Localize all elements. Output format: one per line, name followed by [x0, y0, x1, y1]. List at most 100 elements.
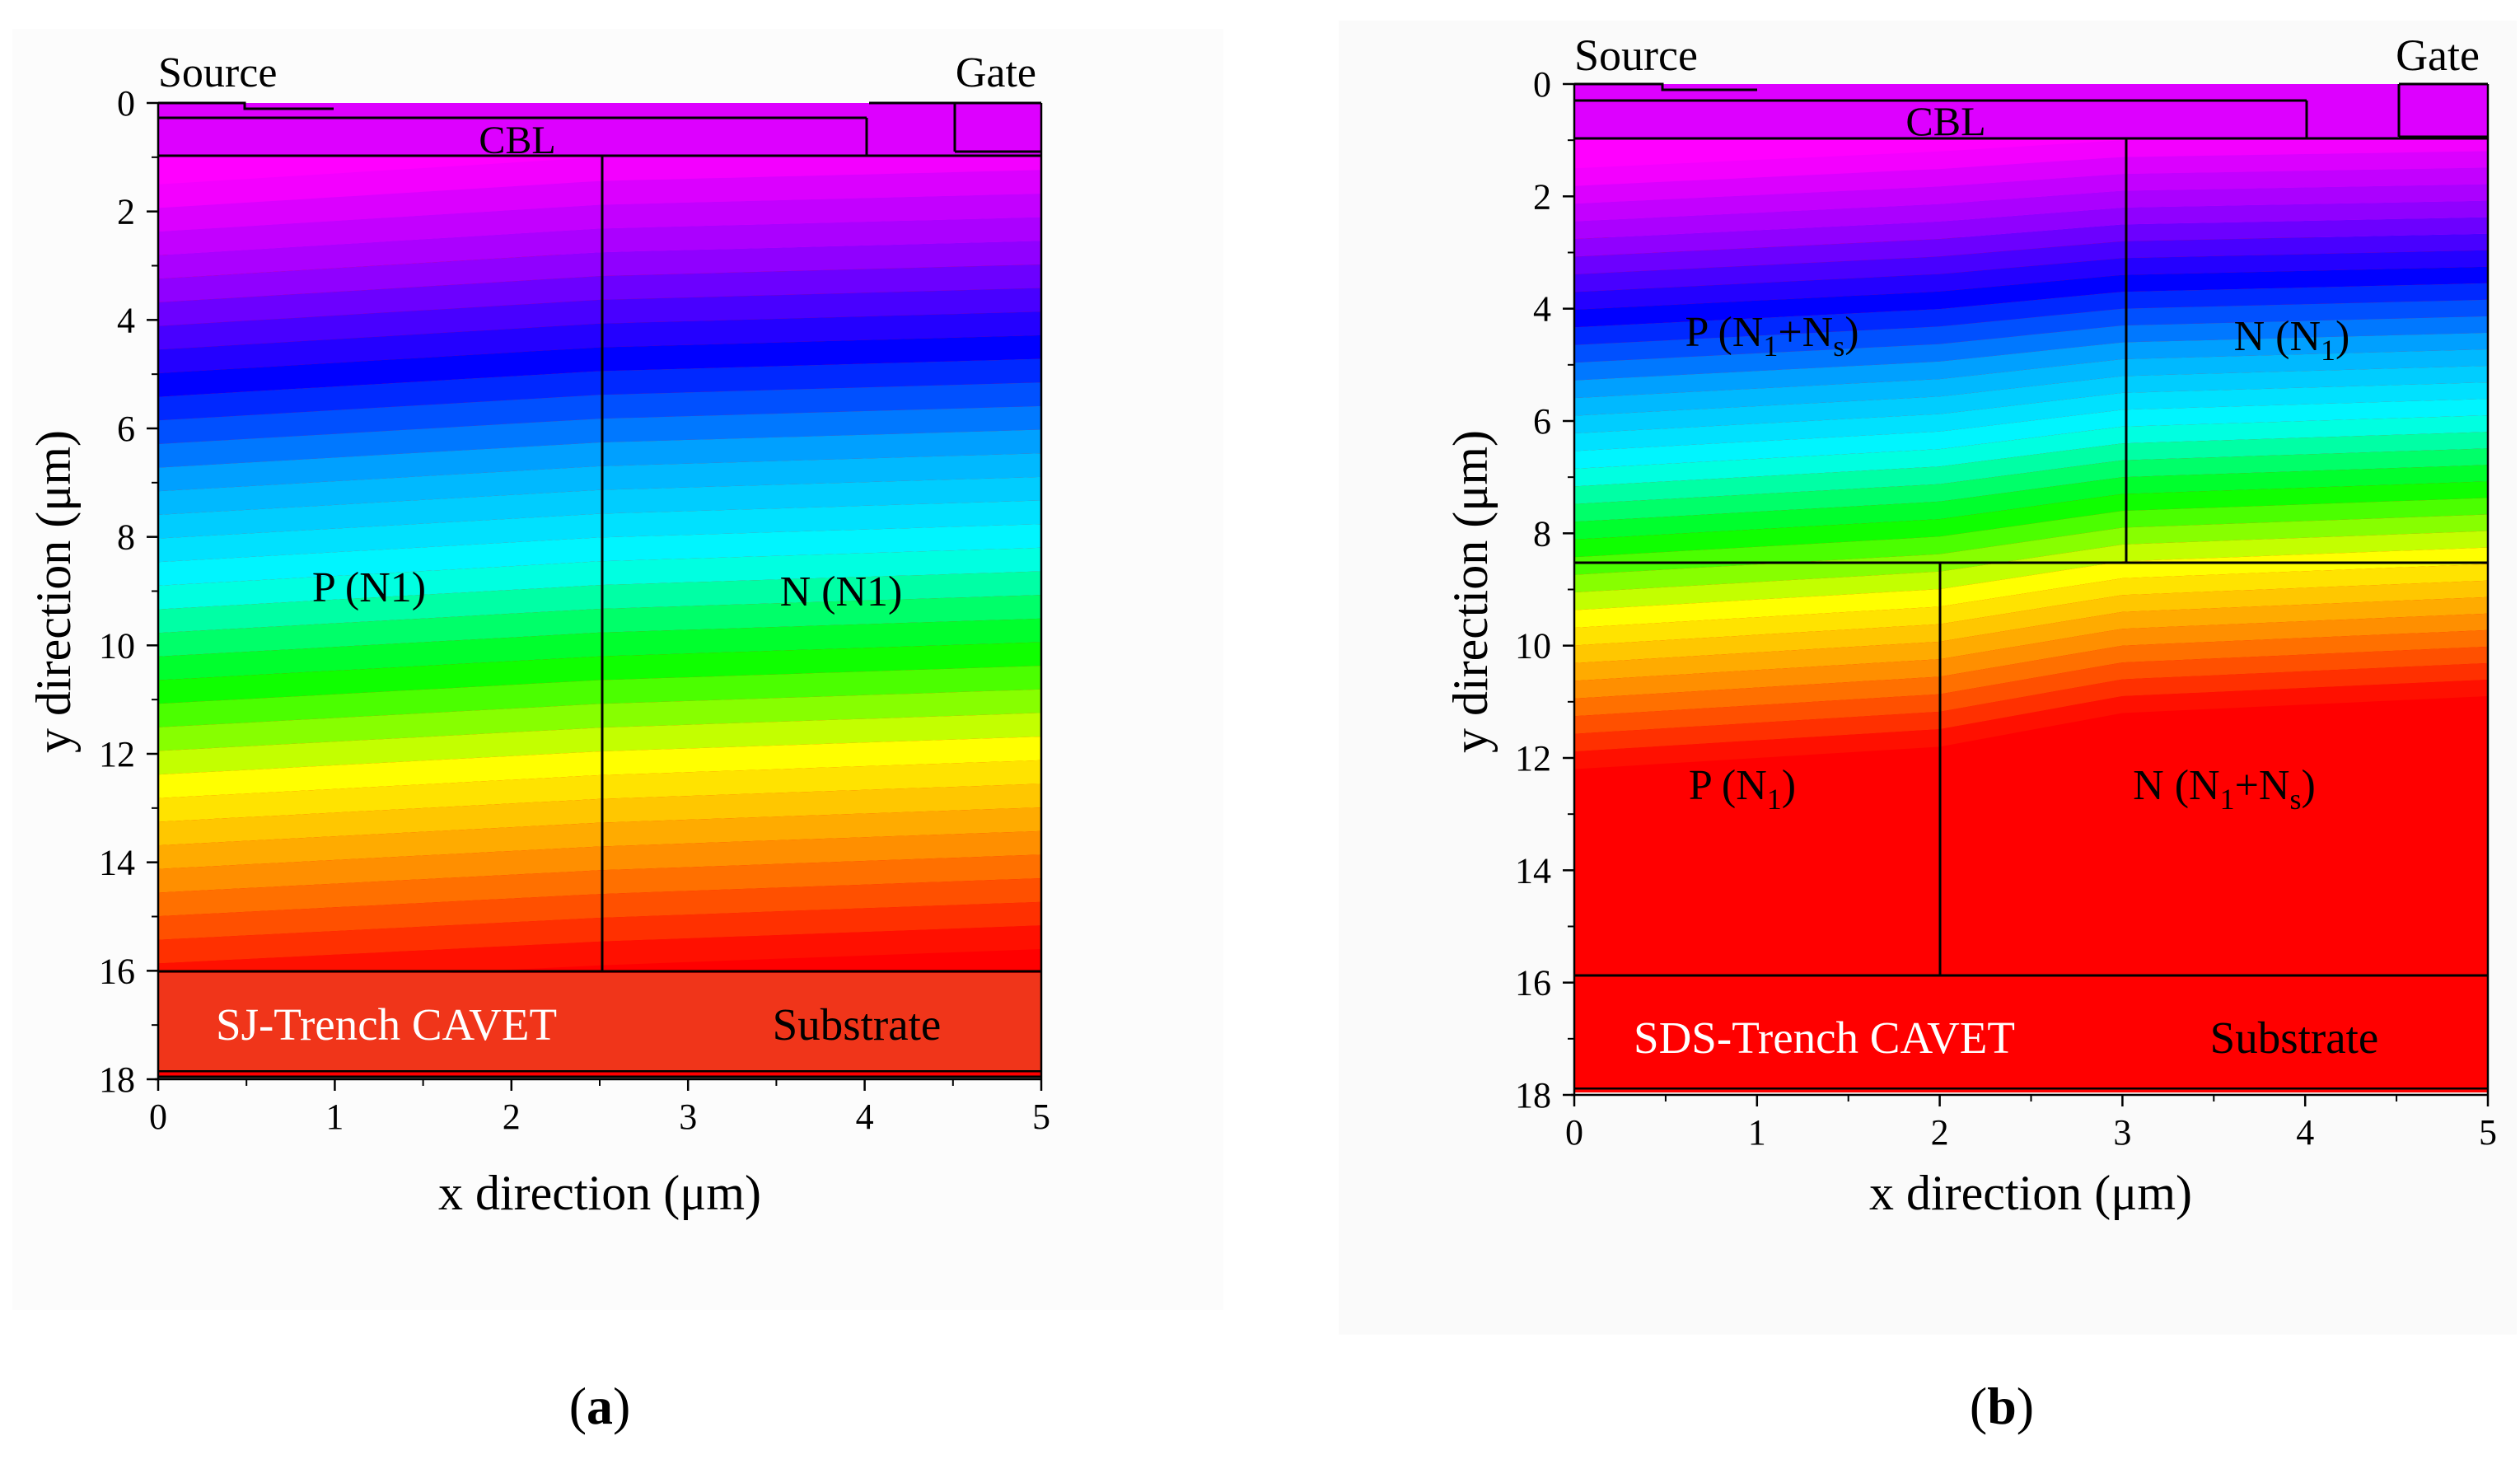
- gate-label-a: Gate: [956, 49, 1036, 96]
- field-band: [158, 382, 1041, 444]
- field-band: [1574, 283, 2488, 345]
- field-band: [158, 476, 1041, 539]
- field-band: [1574, 432, 2488, 504]
- field-band: [1574, 184, 2488, 240]
- field-band: [158, 170, 1041, 232]
- x-axis-title-a: x direction (μm): [438, 1166, 761, 1220]
- field-band: [158, 878, 1041, 940]
- x-tick-label: 5: [1032, 1097, 1050, 1137]
- x-tick-label: 0: [149, 1097, 167, 1137]
- field-band: [158, 334, 1041, 397]
- field-band: [1574, 316, 2488, 381]
- field-band: [1574, 531, 2488, 610]
- field-band: [1574, 448, 2488, 522]
- field-band: [1574, 514, 2488, 593]
- field-band: [158, 500, 1041, 563]
- field-band: [158, 901, 1041, 964]
- x-tick-label: 3: [2113, 1112, 2131, 1153]
- field-band: [158, 288, 1041, 350]
- field-map-b: [1574, 138, 2488, 1092]
- field-band: [158, 453, 1041, 515]
- x-tick-label: 4: [856, 1097, 874, 1137]
- field-band: [1574, 332, 2488, 399]
- field-band: [158, 429, 1041, 492]
- x-tick-label: 5: [2479, 1112, 2497, 1153]
- y-tick-label: 8: [117, 517, 135, 558]
- field-band: [1574, 299, 2488, 363]
- y-tick-label: 0: [1533, 64, 1551, 105]
- field-band: [1574, 415, 2488, 487]
- substrate-label-b: Substrate: [2210, 1013, 2379, 1063]
- field-band: [1574, 498, 2488, 575]
- field-band: [1574, 465, 2488, 540]
- field-band: [1574, 138, 2488, 186]
- y-tick-label: 10: [99, 625, 135, 666]
- y-tick-label: 12: [99, 734, 135, 774]
- y-tick-label: 10: [1515, 626, 1551, 667]
- y-tick-label: 4: [1533, 289, 1551, 330]
- field-band: [158, 358, 1041, 421]
- substrate-a: [158, 973, 1041, 1070]
- region-label-b-p-top: P (N1+Ns): [1685, 309, 1858, 362]
- x-tick-label: 1: [325, 1097, 344, 1137]
- field-band: [158, 571, 1041, 634]
- region-label-a-p: P (N1): [312, 564, 426, 611]
- y-tick-label: 6: [117, 409, 135, 449]
- cbl-label-a: CBL: [479, 119, 555, 162]
- field-band: [158, 547, 1041, 610]
- field-band: [158, 194, 1041, 255]
- substrate-label-a: Substrate: [773, 999, 942, 1050]
- structure-lines-a: [158, 101, 1041, 1078]
- source-label-a: Source: [158, 49, 277, 96]
- field-band: [158, 760, 1041, 822]
- top-cap-b: [1574, 84, 2488, 139]
- x-axis-title-b: x direction (μm): [1869, 1166, 2192, 1220]
- field-band: [1574, 547, 2488, 628]
- field-band: [1574, 646, 2488, 734]
- field-band: [158, 241, 1041, 302]
- x-tick-label: 1: [1748, 1112, 1766, 1153]
- y-axis-title-a: y direction (μm): [26, 430, 81, 753]
- x-tick-label: 4: [2296, 1112, 2314, 1153]
- x-tick-label: 2: [1931, 1112, 1949, 1153]
- field-map-a: [158, 156, 1041, 1077]
- field-band: [1574, 167, 2488, 222]
- field-band: [1574, 564, 2488, 646]
- field-band: [1574, 217, 2488, 274]
- field-band: [1574, 233, 2488, 292]
- source-label-b: Source: [1574, 30, 1698, 80]
- region-label-b-n-bottom: N (N1+Ns): [2133, 762, 2316, 816]
- device-label-b: SDS-Trench CAVET: [1634, 1013, 2015, 1063]
- field-band: [1574, 366, 2488, 433]
- field-band: [158, 783, 1041, 846]
- gate-label-b: Gate: [2396, 30, 2480, 80]
- y-tick-label: 6: [1533, 401, 1551, 442]
- y-tick-label: 18: [99, 1059, 135, 1100]
- field-band: [158, 807, 1041, 869]
- y-axis-title-b: y direction (μm): [1443, 430, 1498, 753]
- panel-label-a: (a): [569, 1377, 631, 1435]
- y-tick-label: 2: [1533, 176, 1551, 217]
- field-band: [1574, 613, 2488, 699]
- field-band: [158, 642, 1041, 704]
- y-tick-label: 12: [1515, 738, 1551, 779]
- panel-label-b: (b): [1970, 1377, 2034, 1435]
- field-band: [158, 666, 1041, 727]
- x-tick-label: 0: [1565, 1112, 1583, 1153]
- field-band: [158, 830, 1041, 893]
- field-band: [1574, 580, 2488, 663]
- y-tick-label: 14: [1515, 850, 1551, 891]
- y-tick-label: 4: [117, 300, 135, 340]
- field-band: [1574, 266, 2488, 328]
- y-tick-label: 18: [1515, 1075, 1551, 1116]
- field-band: [1574, 680, 2488, 769]
- top-cap-a: [158, 103, 1041, 157]
- field-band: [1574, 399, 2488, 469]
- field-band: [158, 689, 1041, 751]
- device-label-a: SJ-Trench CAVET: [216, 999, 557, 1050]
- field-band: [1574, 382, 2488, 451]
